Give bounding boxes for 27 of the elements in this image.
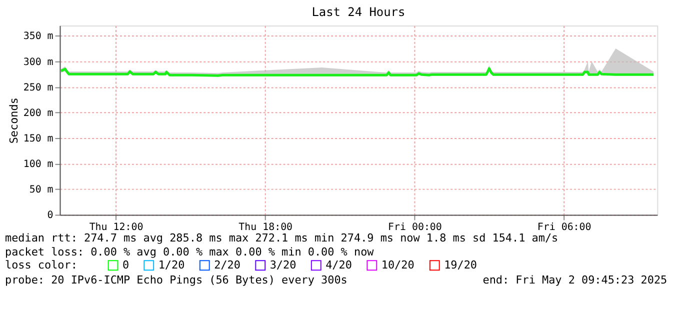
y-tick-label: 200 m <box>23 108 54 119</box>
chart-title: Last 24 Hours <box>312 4 406 19</box>
legend-label: 0 <box>122 258 130 272</box>
x-tick-label: Fri 06:00 <box>537 222 592 234</box>
x-tick-label: Fri 00:00 <box>388 222 442 234</box>
legend-label: 3/20 <box>270 258 296 272</box>
legend-label: 2/20 <box>214 258 240 272</box>
y-tick-label: 50 m <box>29 184 54 196</box>
y-tick-label: 300 m <box>23 56 54 68</box>
line-series <box>60 67 655 77</box>
y-tick-label: 150 m <box>23 133 54 144</box>
legend-label: 10/20 <box>381 258 414 272</box>
x-tick-label: Thu 12:00 <box>89 222 144 234</box>
y-tick-label: 0 <box>47 210 54 222</box>
x-tick-label: Thu 18:00 <box>238 222 293 234</box>
y-tick-label: 250 m <box>23 82 54 94</box>
text: probe: 20 IPv6-ICMP Echo Pings (56 Bytes) every 300s <box>4 273 348 286</box>
y-tick-label: 350 m <box>23 31 54 42</box>
legend-title: loss color: <box>4 258 78 272</box>
y-tick-label: 100 m <box>23 159 54 170</box>
y-axis-title: Seconds <box>7 98 20 144</box>
text: packet loss: 0.00 % avg 0.00 % max 0.00 % min 0.00 % now <box>4 246 374 259</box>
legend-label: 1/20 <box>158 258 185 272</box>
text: end: Fri May 2 09:45:23 2025 <box>482 273 668 286</box>
legend-label: 4/20 <box>326 258 352 272</box>
text: median rtt: 274.7 ms avg 285.8 ms max 272.1 ms min 274.9 ms now 1.8 ms sd 154.1 am/s <box>4 232 558 245</box>
legend-label: 19/20 <box>444 258 478 272</box>
